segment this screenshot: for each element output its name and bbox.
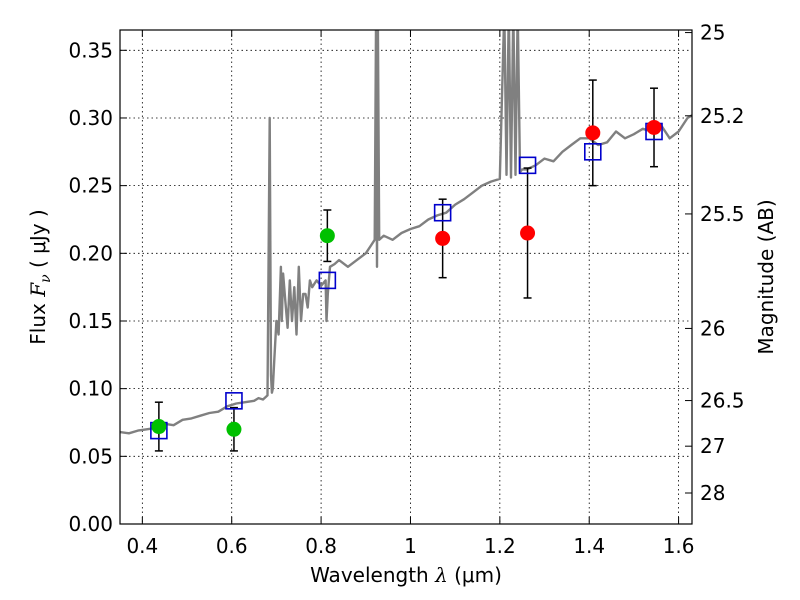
y-tick-label: 0.30: [68, 106, 113, 130]
magnitude-tick-label: 25.2: [700, 104, 745, 128]
observed-point: [319, 228, 335, 244]
y-tick-label: 0.10: [68, 377, 113, 401]
spectrum-line: [120, 30, 692, 435]
model-photometry-square: [318, 271, 337, 290]
model-photometry-square: [225, 392, 243, 410]
model-photometry-square: [518, 156, 537, 175]
magnitude-axis-ticks: 25 25.2 25.5 26 26.5 27 28: [685, 21, 745, 505]
x-tick-label: 0.6: [216, 534, 248, 558]
x-tick-label: 0.8: [305, 534, 337, 558]
plot-frame: [119, 29, 693, 525]
magnitude-tick-label: 25: [700, 21, 725, 45]
y-tick-label: 0.05: [68, 444, 113, 468]
observed-point: [520, 225, 536, 241]
x-tick-label: 1.2: [484, 534, 516, 558]
y-tick-label: 0.15: [68, 309, 113, 333]
y-axis-ticks: 0.00 0.05 0.10 0.15 0.20 0.25 0.30 0.35: [68, 38, 127, 536]
observed-point: [585, 125, 601, 141]
x-tick-label: 1.4: [573, 534, 605, 558]
magnitude-tick-label: 26: [700, 316, 725, 340]
y-tick-label: 0.00: [68, 512, 113, 536]
observed-point: [151, 419, 167, 435]
magnitude-tick-label: 25.5: [700, 202, 745, 226]
magnitude-tick-label: 27: [700, 434, 725, 458]
observed-point: [435, 230, 451, 246]
y2-axis-label: Magnitude (AB): [754, 199, 778, 354]
observed-point: [646, 119, 662, 135]
model-photometry-square: [583, 143, 602, 161]
magnitude-tick-label: 28: [700, 481, 725, 505]
y-tick-label: 0.25: [68, 174, 113, 198]
magnitude-tick-label: 26.5: [700, 389, 745, 413]
plot-area: [120, 30, 692, 452]
y-tick-label: 0.20: [68, 241, 113, 265]
x-tick-label: 1.6: [663, 534, 695, 558]
model-photometry-square: [433, 203, 452, 222]
y-tick-label: 0.35: [68, 38, 113, 62]
observed-point: [226, 421, 242, 437]
x-axis-label: Wavelength λ (μm): [310, 563, 502, 587]
x-axis-ticks: 0.4 0.6 0.8 1 1.2 1.4 1.6: [126, 30, 695, 558]
x-tick-label: 0.4: [126, 534, 158, 558]
grid-lines: [120, 30, 692, 524]
x-tick-label: 1: [404, 534, 417, 558]
y-axis-label: Flux Fν ( μJy ): [26, 209, 54, 344]
y2-axis-label-group: Magnitude (AB): [754, 199, 778, 354]
y-axis-label-group: Flux Fν ( μJy ): [26, 209, 54, 344]
observed-photometry-points: [151, 119, 662, 437]
